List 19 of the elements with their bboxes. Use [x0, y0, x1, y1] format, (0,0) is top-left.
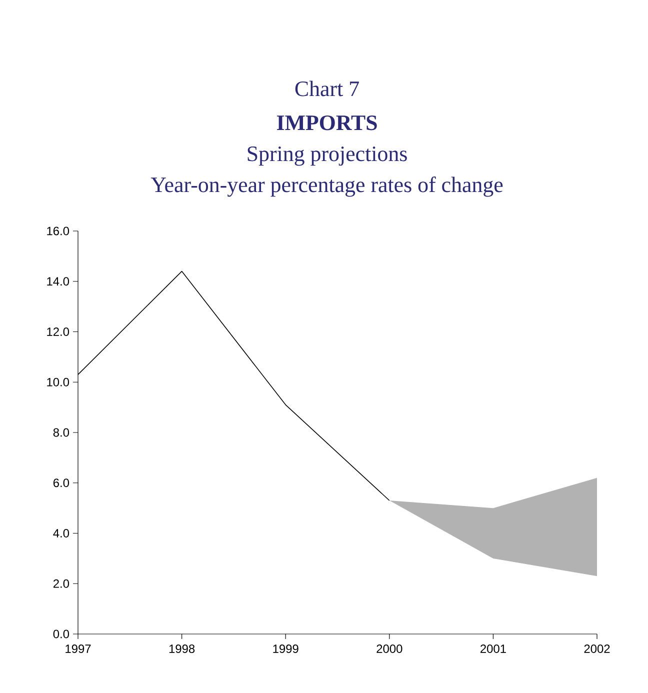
y-tick-label: 0.0 [53, 630, 70, 638]
x-tick-label: 2001 [480, 644, 506, 653]
x-tick-label: 1998 [169, 644, 195, 653]
y-tick-label: 12.0 [47, 328, 70, 336]
chart-title: IMPORTS [276, 115, 377, 130]
y-tick-label: 16.0 [47, 226, 70, 236]
caption: Chart 7 [295, 80, 359, 96]
x-tick-label: 1997 [66, 644, 91, 653]
y-tick-label: 6.0 [53, 478, 70, 488]
x-tick-label: 2002 [584, 644, 610, 653]
y-tick-label: 2.0 [53, 579, 70, 588]
text: Year-on-year percentage rates of change [150, 176, 503, 197]
y-tick-label: 14.0 [47, 277, 70, 286]
x-tick-label: 1999 [273, 644, 298, 653]
x-tick-label: 2000 [376, 644, 402, 653]
y-tick-label: 10.0 [47, 378, 70, 386]
chart-subtitle: Spring projections [248, 146, 407, 166]
y-tick-label: 8.0 [53, 428, 70, 437]
y-tick-label: 4.0 [53, 529, 70, 538]
